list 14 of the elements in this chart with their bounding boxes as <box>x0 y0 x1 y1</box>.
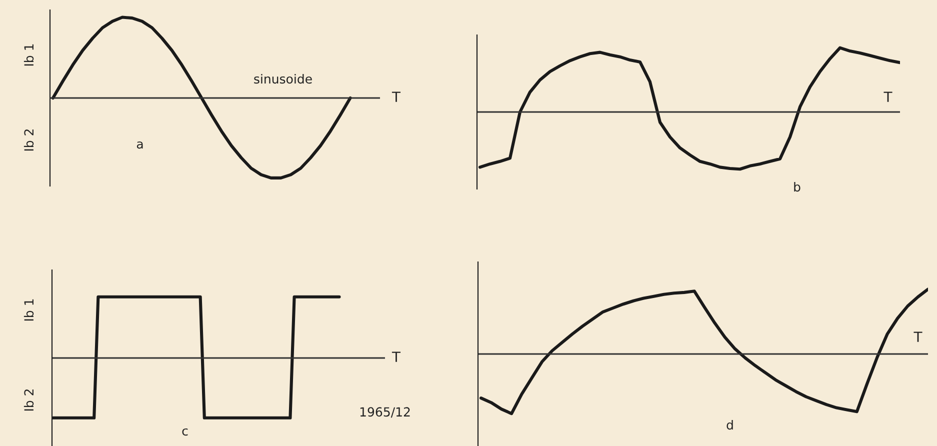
text: Ib 2 <box>24 129 34 151</box>
text: Ib 2 <box>24 389 34 411</box>
text: b <box>794 182 800 192</box>
text: d <box>726 420 733 430</box>
x-axis-title: T <box>392 352 401 362</box>
text: c <box>182 428 188 436</box>
text: Ib 1 <box>24 44 34 66</box>
text: 1965/12 <box>360 407 410 418</box>
annotation: a <box>136 141 143 149</box>
x-axis-title: T <box>884 92 892 102</box>
x-axis-title: T <box>914 332 922 342</box>
annotation: sinusoide <box>254 74 312 84</box>
text: Ib 1 <box>24 299 34 321</box>
x-axis-title: T <box>392 92 401 102</box>
